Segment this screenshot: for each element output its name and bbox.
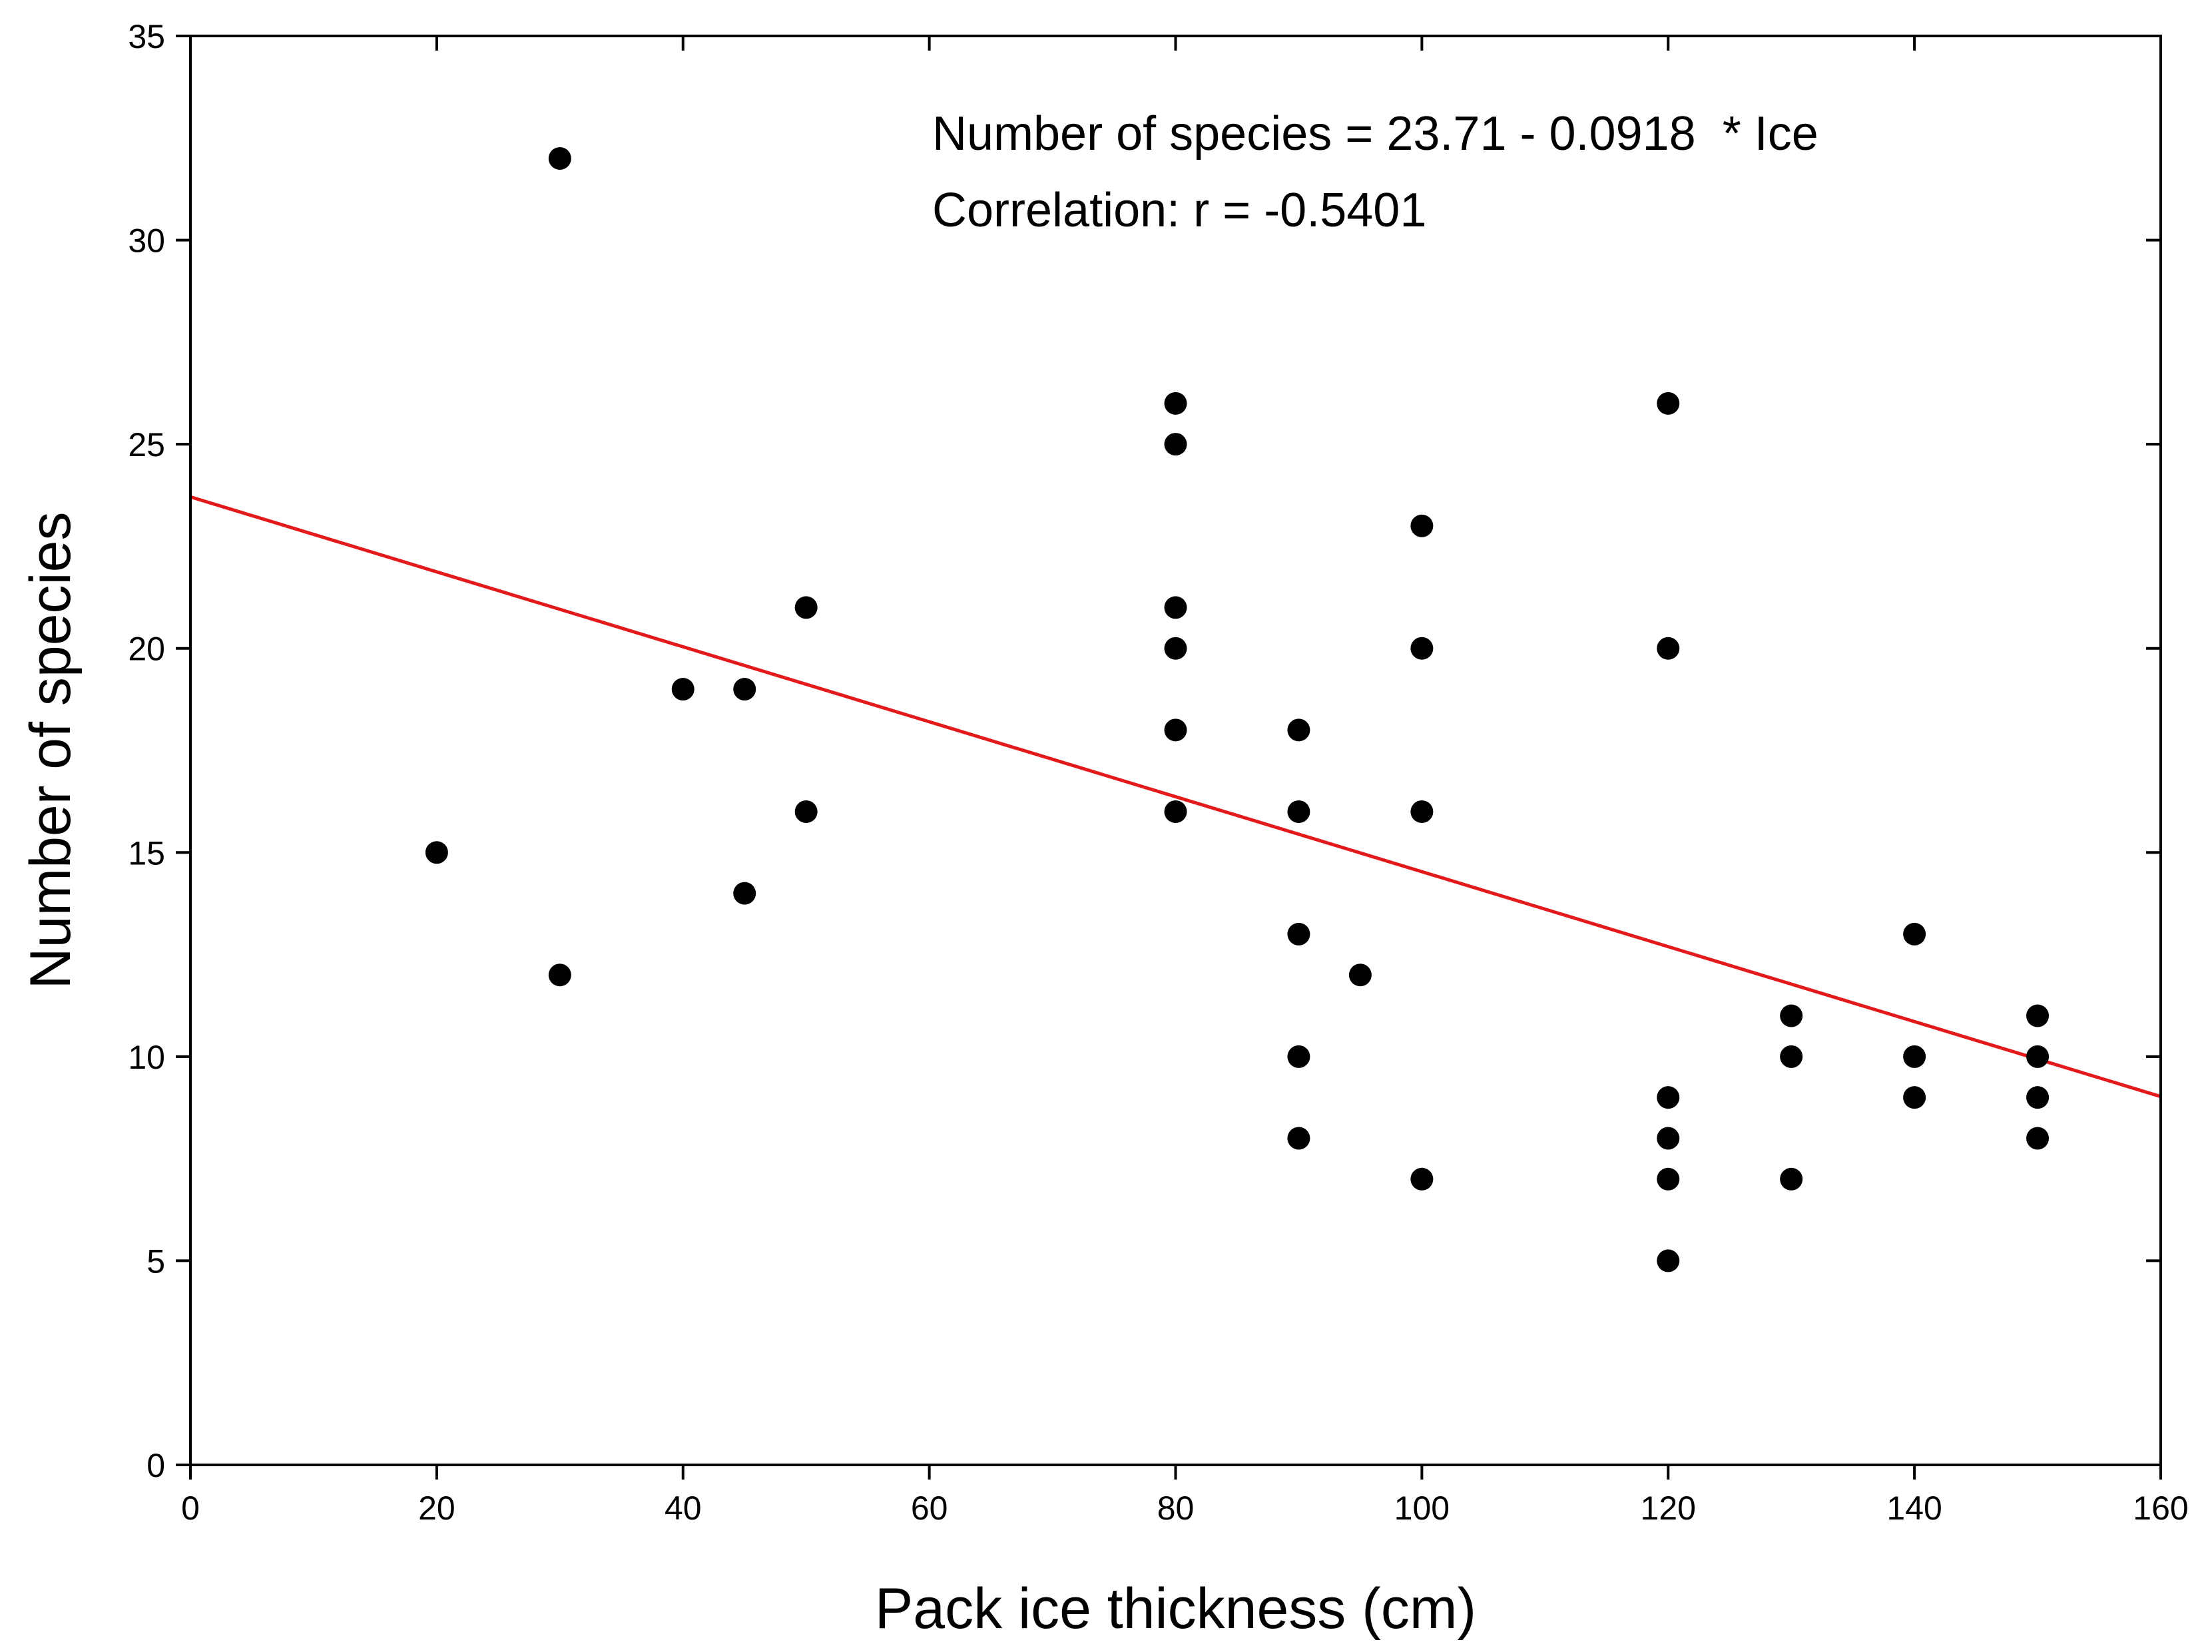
- data-point: [1657, 1086, 1680, 1109]
- data-point: [1657, 637, 1680, 660]
- data-point: [1780, 1045, 1803, 1068]
- y-tick-label: 25: [128, 426, 165, 463]
- x-tick-label: 60: [911, 1490, 948, 1527]
- data-point: [1657, 1167, 1680, 1191]
- data-point: [1410, 1167, 1434, 1191]
- x-tick-label: 20: [418, 1490, 455, 1527]
- y-tick-label: 5: [146, 1242, 165, 1280]
- data-point: [1164, 392, 1187, 415]
- x-tick-label: 120: [1641, 1490, 1696, 1527]
- y-tick-label: 15: [128, 834, 165, 872]
- y-tick-label: 35: [128, 18, 165, 55]
- data-point: [1903, 1086, 1926, 1109]
- x-tick-label: 140: [1886, 1490, 1942, 1527]
- data-point: [2026, 1127, 2050, 1150]
- data-point: [1164, 433, 1187, 456]
- x-tick-label: 100: [1394, 1490, 1450, 1527]
- y-axis-ticks: 0 5 10 15 20 25 30 35: [128, 18, 2161, 1484]
- data-point: [1903, 922, 1926, 946]
- data-point: [1287, 1127, 1310, 1150]
- data-point: [794, 800, 818, 823]
- y-axis-title: Number of species: [19, 512, 83, 989]
- x-tick-label: 80: [1157, 1490, 1195, 1527]
- data-point: [733, 882, 756, 905]
- data-point: [1410, 514, 1434, 537]
- data-point: [1657, 1249, 1680, 1272]
- data-point: [733, 678, 756, 701]
- y-tick-label: 0: [146, 1447, 165, 1484]
- data-point: [1410, 800, 1434, 823]
- data-point: [2026, 1086, 2050, 1109]
- x-axis-title: Pack ice thickness (cm): [875, 1577, 1476, 1641]
- data-point: [2026, 1045, 2050, 1068]
- data-point: [1287, 1045, 1310, 1068]
- data-point: [1410, 637, 1434, 660]
- data-points: [425, 146, 2050, 1272]
- y-tick-label: 30: [128, 222, 165, 260]
- x-tick-label: 40: [665, 1490, 702, 1527]
- y-tick-label: 10: [128, 1039, 165, 1076]
- y-tick-label: 20: [128, 631, 165, 668]
- data-point: [1657, 392, 1680, 415]
- regression-layer: [190, 495, 2161, 1099]
- data-point: [794, 596, 818, 619]
- x-axis-ticks: 0 20 40 60 80 100 120 140 160: [181, 36, 2189, 1527]
- data-point: [1780, 1167, 1803, 1191]
- x-tick-label: 160: [2133, 1490, 2188, 1527]
- data-point: [1780, 1004, 1803, 1027]
- x-tick-label: 0: [181, 1490, 200, 1527]
- data-point: [2026, 1004, 2050, 1027]
- data-point: [1164, 596, 1187, 619]
- regression-line: [190, 495, 2161, 1099]
- data-point: [1348, 964, 1372, 987]
- data-point: [1164, 800, 1187, 823]
- data-point: [1657, 1127, 1680, 1150]
- data-point: [548, 964, 571, 987]
- data-point: [1287, 718, 1310, 742]
- data-point: [1903, 1045, 1926, 1068]
- data-point: [671, 678, 694, 701]
- regression-equation: Number of species = 23.71 - 0.0918 * Ice: [932, 107, 1818, 160]
- data-point: [1287, 800, 1310, 823]
- data-point: [548, 146, 571, 170]
- data-point: [425, 841, 448, 864]
- data-point: [1287, 922, 1310, 946]
- data-point: [1164, 718, 1187, 742]
- correlation-text: Correlation: r = -0.5401: [932, 184, 1426, 237]
- data-point: [1164, 637, 1187, 660]
